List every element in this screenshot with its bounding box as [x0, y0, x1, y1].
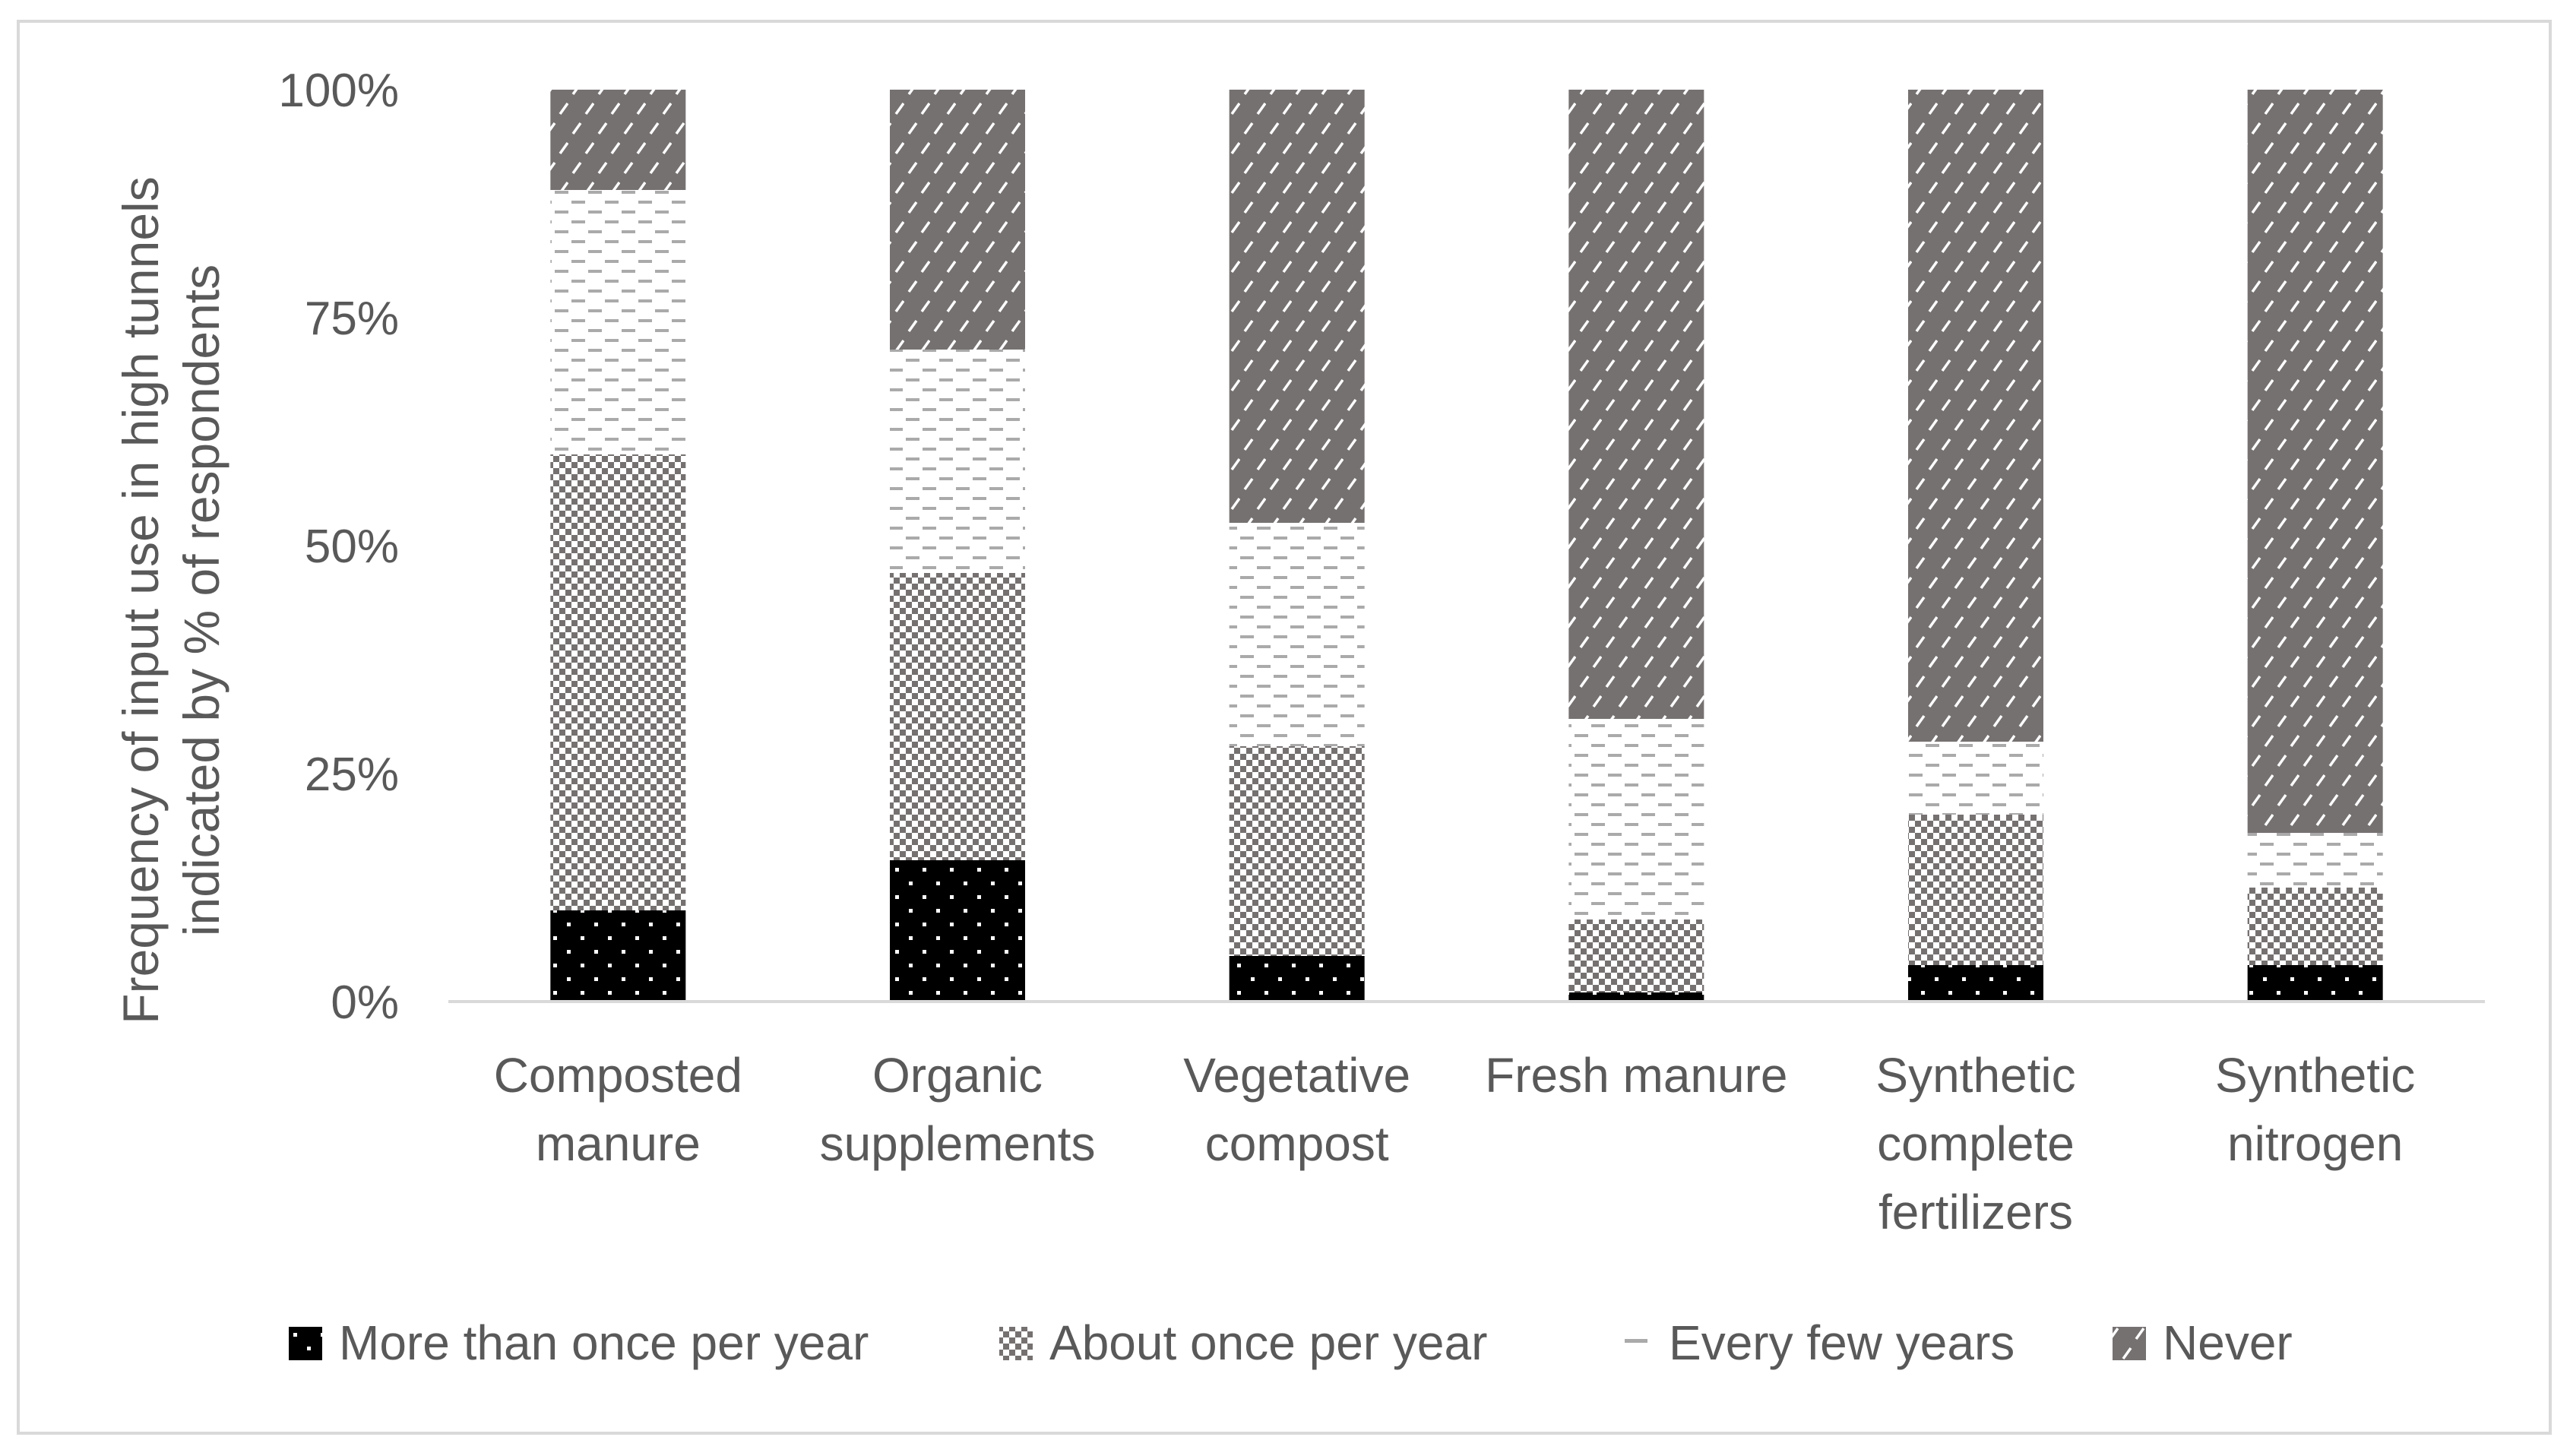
- y-axis-title-line-1: Frequency of input use in high tunnels: [112, 176, 169, 1024]
- y-tick-label: 50%: [305, 521, 399, 573]
- category-label: complete: [1877, 1116, 2075, 1171]
- bar-segment-diag: [1568, 90, 1704, 719]
- category-label: Composted: [494, 1048, 742, 1103]
- y-axis-title-line-2: indicated by % of respondents: [173, 264, 229, 936]
- y-tick-label: 75%: [305, 293, 399, 345]
- bar-segment-check: [550, 454, 686, 910]
- category-label: nitrogen: [2227, 1116, 2403, 1171]
- bar-segment-dots: [1229, 956, 1365, 1002]
- category-label: fertilizers: [1878, 1185, 2073, 1239]
- bar-segment-dots: [1908, 965, 2043, 1002]
- bar-segment-dots: [1568, 992, 1704, 1002]
- legend-label: Never: [2163, 1315, 2293, 1370]
- y-tick-label: 0%: [331, 976, 399, 1029]
- category-label: Synthetic: [1875, 1048, 2075, 1103]
- bar-segment-dots: [550, 910, 686, 1002]
- bars: [550, 90, 2383, 1002]
- bar-segment-diag: [550, 90, 686, 190]
- bar-segment-check: [1908, 815, 2043, 965]
- bar-segment-dash: [1568, 719, 1704, 919]
- category-label: compost: [1205, 1116, 1389, 1171]
- legend-swatch-dots: [289, 1327, 322, 1360]
- bar-segment-dash: [1229, 523, 1365, 746]
- bar-segment-check: [2247, 888, 2383, 965]
- bar-segment-dots: [2247, 965, 2383, 1002]
- legend-swatch-diag: [2113, 1327, 2146, 1360]
- category-label: Fresh manure: [1485, 1048, 1787, 1103]
- legend: More than once per year About once per ye…: [289, 1315, 2293, 1370]
- category-label: Organic: [872, 1048, 1043, 1103]
- bar-segment-check: [1229, 746, 1365, 956]
- legend-swatch-dash: [1625, 1339, 1647, 1343]
- bar-segment-dash: [2247, 833, 2383, 888]
- legend-label: Every few years: [1669, 1315, 2015, 1370]
- bar-segment-dash: [1908, 742, 2043, 815]
- category-label: Synthetic: [2215, 1048, 2415, 1103]
- category-label: supplements: [820, 1116, 1096, 1171]
- y-axis-ticks: 0% 25% 50% 75% 100%: [278, 65, 399, 1029]
- category-label: Vegetative: [1183, 1048, 1410, 1103]
- bar-segment-diag: [1908, 90, 2043, 742]
- legend-label: More than once per year: [339, 1315, 869, 1370]
- y-tick-label: 25%: [305, 749, 399, 801]
- bar-segment-check: [890, 573, 1025, 860]
- bar-segment-dash: [550, 190, 686, 454]
- bar-segment-diag: [2247, 90, 2383, 833]
- bar-segment-check: [1568, 919, 1704, 992]
- y-tick-label: 100%: [278, 65, 399, 117]
- bar-segment-diag: [890, 90, 1025, 350]
- bar-segment-dots: [890, 860, 1025, 1002]
- y-axis-title: Frequency of input use in high tunnels i…: [112, 176, 229, 1024]
- category-labels: Composted manure Organic supplements Vegetat…: [494, 1048, 2416, 1239]
- legend-swatch-check: [999, 1327, 1033, 1360]
- bar-segment-diag: [1229, 90, 1365, 523]
- bar-segment-dash: [890, 350, 1025, 573]
- category-label: manure: [536, 1116, 701, 1171]
- legend-label: About once per year: [1049, 1315, 1487, 1370]
